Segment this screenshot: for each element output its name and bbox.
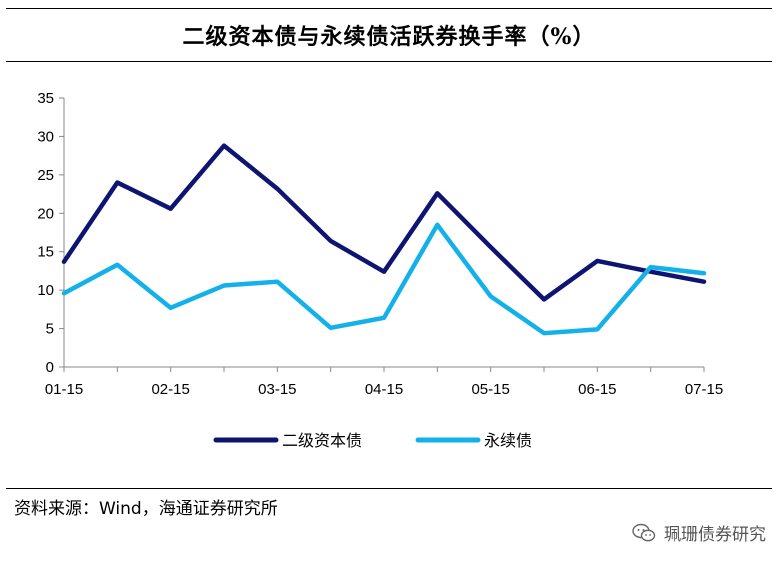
x-tick-label: 04-15 (365, 381, 403, 398)
line-chart: 0 5 10 15 20 25 30 35 01-15 02-15 03-15 04-15 05-15 0… (37, 90, 723, 450)
y-tick-label: 5 (46, 321, 54, 338)
series-layer (61, 143, 707, 336)
y-tick-label: 35 (37, 90, 54, 107)
legend: 二级资本债 永续债 (213, 431, 532, 450)
wechat-icon (632, 523, 656, 541)
watermark: 珮珊债券研究 (632, 520, 766, 545)
x-tick-label: 05-15 (471, 381, 509, 398)
y-tick-label: 25 (37, 167, 54, 184)
x-tick-label: 02-15 (151, 381, 189, 398)
y-tick-label: 15 (37, 244, 54, 261)
chart-title: 二级资本债与永续债活跃券换手率（%） (182, 24, 596, 50)
y-tick-label: 0 (46, 359, 54, 376)
series-line-2 (61, 222, 707, 336)
x-tick-label: 01-15 (45, 381, 83, 398)
source-divider (6, 488, 772, 489)
y-tick-label: 20 (37, 205, 54, 222)
chart-axes: 0 5 10 15 20 25 30 35 01-15 02-15 03-15 04-15 05-15 0… (37, 90, 723, 398)
source-note: 资料来源：Wind，海通证券研究所 (14, 499, 278, 519)
x-tick-label: 06-15 (578, 381, 616, 398)
x-tick-label: 07-15 (685, 381, 723, 398)
legend-label-2: 永续债 (484, 431, 532, 450)
y-tick-label: 30 (37, 128, 54, 145)
watermark-text: 珮珊债券研究 (664, 525, 766, 545)
y-tick-label: 10 (37, 282, 54, 299)
series-line-1 (61, 143, 707, 302)
title-bar: 二级资本债与永续债活跃券换手率（%） (6, 8, 772, 62)
x-tick-label: 03-15 (258, 381, 296, 398)
legend-label-1: 二级资本债 (282, 431, 362, 450)
